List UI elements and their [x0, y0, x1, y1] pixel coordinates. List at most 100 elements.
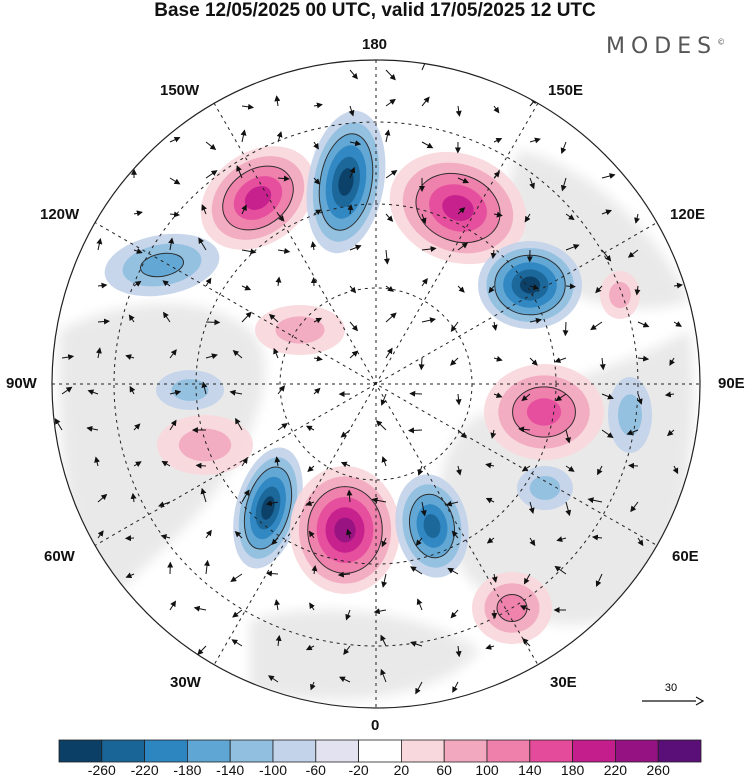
wind-arrow	[133, 423, 141, 431]
wind-arrow	[380, 393, 387, 406]
wind-arrow	[450, 357, 459, 366]
wind-arrow	[133, 461, 142, 467]
wind-arrow	[345, 609, 351, 621]
wind-arrow	[488, 285, 495, 294]
wind-arrow	[169, 177, 181, 185]
wind-arrow	[486, 537, 495, 544]
wind-arrow	[340, 461, 351, 468]
wind-arrow	[337, 571, 351, 578]
lon-label-90w: 90W	[6, 375, 37, 392]
wind-arrow	[163, 311, 171, 323]
wind-arrow	[493, 392, 503, 398]
wind-arrow	[86, 425, 99, 432]
wind-arrow	[521, 465, 531, 472]
wind-arrow	[410, 566, 423, 575]
wind-arrow	[97, 530, 104, 539]
positive-anomaly-contour	[275, 316, 325, 344]
wind-arrow	[277, 213, 285, 222]
wind-arrow	[158, 501, 171, 508]
colorbar-swatch	[443, 739, 488, 763]
wind-arrow	[97, 493, 108, 503]
colorbar-tick: 100	[475, 762, 499, 778]
colorbar-swatch	[315, 739, 359, 763]
lon-label-60w: 60W	[44, 548, 75, 565]
colorbar-swatch	[101, 739, 145, 763]
wind-arrow	[420, 501, 427, 517]
wind-arrow	[529, 317, 542, 324]
colorbar-tick: 60	[436, 762, 452, 778]
wind-arrow	[277, 247, 291, 254]
wind-arrow	[274, 456, 281, 467]
wind-arrow	[523, 573, 531, 585]
wind-arrow	[490, 249, 497, 260]
wind-arrow	[565, 213, 575, 221]
wind-arrow	[380, 668, 387, 683]
wind-arrow	[229, 389, 243, 396]
wind-arrow	[630, 501, 639, 513]
wind-arrow	[346, 528, 352, 539]
colorbar-tick: -140	[216, 762, 245, 778]
wind-arrow	[230, 573, 243, 582]
colorbar-swatch	[229, 739, 274, 763]
negative-anomaly-contour	[139, 252, 185, 278]
wind-arrow	[307, 465, 315, 473]
wind-arrow	[169, 211, 181, 218]
wind-arrow	[383, 249, 390, 265]
wind-arrow	[128, 314, 135, 323]
wind-arrow	[343, 645, 351, 655]
wind-arrow	[87, 389, 99, 396]
wind-arrow	[349, 321, 359, 332]
colorbar-tick: -100	[258, 762, 288, 778]
wind-arrow	[133, 248, 143, 254]
wind-arrow	[521, 393, 531, 402]
negative-anomaly-contour	[529, 476, 561, 500]
colorbar-tick: 20	[393, 762, 410, 778]
height-anomaly-field	[104, 110, 652, 644]
wind-arrow	[491, 609, 498, 620]
wind-arrow	[565, 244, 580, 251]
wind-arrow	[275, 276, 282, 287]
negative-anomaly-contour	[618, 394, 642, 436]
wind-arrow	[410, 641, 423, 647]
wind-arrow	[562, 321, 569, 337]
wind-arrow	[130, 492, 137, 503]
wind-arrow	[556, 536, 567, 542]
wind-arrow	[385, 312, 397, 323]
wind-arrow	[673, 282, 683, 289]
wind-arrow	[595, 285, 603, 294]
wind-arrow	[637, 355, 650, 362]
wind-arrow	[95, 347, 102, 359]
wind-arrow	[420, 213, 427, 225]
wind-arrow	[61, 354, 75, 361]
wind-arrow	[669, 357, 675, 366]
wind-arrow	[277, 175, 290, 182]
wind-arrow	[418, 357, 425, 371]
colorbar-tick: 180	[560, 762, 585, 778]
wind-arrow	[554, 357, 567, 363]
wind-arrow	[529, 357, 538, 366]
wind-arrow	[455, 645, 462, 658]
wind-arrow	[560, 141, 567, 154]
wind-arrow	[381, 456, 388, 467]
wind-vectors	[54, 60, 683, 695]
lon-label-90e: 90E	[718, 375, 745, 392]
wind-arrow	[198, 237, 207, 251]
wind-arrow	[268, 313, 279, 323]
colorbar-tick: -60	[305, 762, 326, 778]
wind-arrow	[161, 460, 171, 467]
wind-arrow	[565, 465, 575, 472]
wind-arrow	[457, 285, 465, 293]
wind-arrow	[491, 321, 498, 331]
wind-arrow	[590, 321, 603, 331]
wind-arrow	[591, 534, 603, 541]
wind-arrow	[384, 129, 391, 143]
wind-arrow	[169, 389, 182, 396]
wind-arrow	[265, 500, 279, 507]
wind-arrow	[313, 141, 319, 150]
wind-arrow	[637, 537, 644, 547]
wind-arrow	[385, 347, 393, 359]
wind-arrow	[234, 531, 243, 539]
wind-arrow	[168, 237, 175, 251]
wind-arrow	[205, 141, 217, 150]
wind-arrow	[236, 165, 243, 179]
